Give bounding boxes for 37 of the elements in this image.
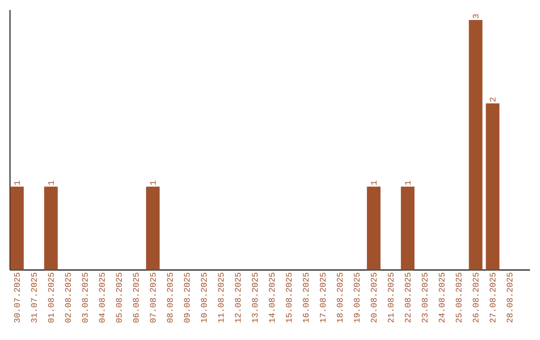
data-label: 1 (14, 180, 20, 185)
x-tick-label: 04.08.2025 (99, 272, 105, 322)
data-label: 1 (404, 180, 410, 185)
x-tick-label: 31.07.2025 (31, 272, 37, 322)
x-tick-label: 06.08.2025 (133, 272, 139, 322)
data-label: 2 (490, 98, 496, 102)
x-tick-label: 01.08.2025 (48, 272, 54, 322)
x-tick-label: 03.08.2025 (82, 272, 88, 322)
x-tick-label: 16.08.2025 (302, 272, 309, 322)
x-tick-label: 17.08.2025 (320, 272, 326, 322)
x-tick-label: 07.08.2025 (150, 272, 156, 322)
data-label: 3 (472, 14, 479, 18)
x-tick-label: 23.08.2025 (422, 272, 428, 322)
x-tick-label: 11.08.2025 (218, 272, 224, 322)
data-label: 1 (370, 180, 377, 185)
x-tick-label: 15.08.2025 (286, 272, 292, 322)
x-tick-label: 27.08.2025 (490, 272, 496, 322)
x-tick-label: 26.08.2025 (472, 272, 479, 322)
x-tick-label: 24.08.2025 (438, 272, 445, 322)
x-tick-label: 14.08.2025 (268, 272, 275, 322)
x-tick-label: 22.08.2025 (404, 272, 411, 322)
x-tick-label: 10.08.2025 (200, 272, 207, 322)
data-label: 1 (48, 180, 54, 185)
x-tick-label: 20.08.2025 (370, 272, 377, 322)
x-tick-label: 12.08.2025 (234, 272, 241, 322)
x-tick-label: 13.08.2025 (252, 272, 258, 322)
x-tick-label: 30.07.2025 (14, 272, 20, 322)
x-tick-label: 28.08.2025 (506, 272, 512, 322)
x-tick-label: 05.08.2025 (116, 272, 122, 322)
x-tick-label: 02.08.2025 (65, 272, 71, 322)
x-tick-label: 19.08.2025 (354, 272, 360, 322)
x-tick-label: 18.08.2025 (336, 272, 343, 322)
x-tick-label: 08.08.2025 (166, 272, 173, 322)
x-tick-label: 09.08.2025 (184, 272, 190, 322)
data-label: 1 (150, 180, 156, 185)
x-tick-label: 25.08.2025 (456, 272, 462, 322)
x-tick-label: 21.08.2025 (388, 272, 394, 322)
